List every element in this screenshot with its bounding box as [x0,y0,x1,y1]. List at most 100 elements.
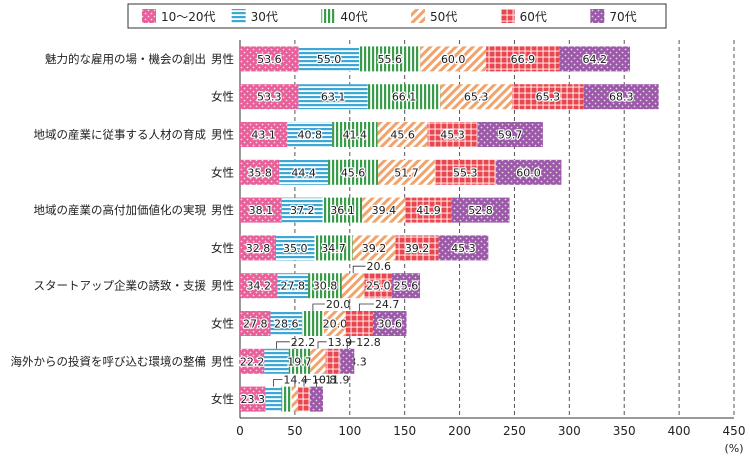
bar-segment-r7-s4 [345,311,373,336]
legend: 10～20代 30代 40代 50代 60代 70代 [127,3,667,29]
bar-segment-r1-s5 [583,84,659,110]
data-label-r9-s1: 14.4 [283,374,308,387]
bar-segment-r0-s2 [359,46,421,72]
bar-segment-r7-s0 [240,311,271,336]
data-label-r0-s1: 55.0 [317,53,342,66]
legend-label-0: 10～20代 [161,10,216,24]
data-label-r4-s3: 39.4 [372,204,397,217]
bar-segment-r9-s3 [291,386,299,412]
data-label-r4-s1: 37.2 [290,204,315,217]
x-tick-label-200: 200 [448,424,471,438]
bar-segment-r1-s1 [298,84,368,110]
category-group-label-6: スタートアップ企業の誘致・支援 [34,279,207,293]
bar-segment-r4-s4 [405,197,452,223]
bar-segment-r8-s5 [340,348,355,374]
data-label-r8-s1: 22.2 [291,336,316,349]
data-label-r5-s2: 34.7 [321,242,346,255]
bar-segment-r4-s1 [281,197,323,223]
data-label-r5-s0: 32.8 [246,242,271,255]
data-label-r9-s0: 23.3 [241,393,266,406]
data-label-r1-s0: 53.3 [257,91,282,104]
bar-segment-r0-s3 [420,46,487,72]
data-label-r0-s4: 66.9 [511,53,536,66]
bar-segment-r4-s0 [240,197,282,223]
category-group-label-8: 海外からの投資を呼び込む環境の整備 [11,354,207,368]
bar-segment-r4-s3 [362,197,406,223]
data-label-r5-s5: 45.3 [451,242,476,255]
data-label-r4-s4: 41.9 [416,204,441,217]
category-group-label-2: 地域の産業に従事する人材の育成 [34,128,207,142]
bar-segment-r7-s3 [323,311,346,336]
bar-segment-r8-s0 [240,348,265,374]
data-label-r1-s5: 68.3 [609,91,634,104]
bar-segment-r0-s4 [486,46,560,72]
bar-segment-r5-s1 [276,235,315,261]
data-label-r1-s3: 65.3 [464,91,489,104]
category-sex-label-1: 女性 [211,90,234,104]
x-axis-unit: (%) [724,442,743,455]
data-label-r4-s0: 38.1 [249,204,274,217]
x-tick-label-450: 450 [723,424,746,438]
bars: 53.6 55.0 55.6 60.0 66.9 64.2 53.3 63.1 66.1 65.3… [239,46,659,412]
legend-label-2: 40代 [340,10,367,24]
data-label-r7-s5: 30.6 [377,318,402,331]
data-label-r9-s5: 11.9 [325,374,350,387]
bar-segment-r1-s4 [512,84,584,110]
bar-segment-r9-s1 [265,386,282,412]
bar-segment-r6-s4 [364,273,392,299]
data-label-r0-s3: 60.0 [441,53,466,66]
data-label-r6-s1: 27.8 [281,280,306,293]
data-label-r9-s4: 10.8 [312,374,337,387]
callout-leader-r9-s4 [303,379,311,387]
data-label-r6-s5: 25.6 [394,280,419,293]
bar-segment-r3-s3 [378,159,435,185]
bar-segment-r6-s0 [240,273,278,299]
category-sex-label-3: 女性 [211,165,234,179]
category-sex-label-4: 男性 [211,203,234,217]
data-label-r3-s1: 44.4 [291,166,316,179]
bar-segment-r3-s4 [434,159,496,185]
data-label-r5-s4: 39.2 [405,242,430,255]
callout-leader-r7-s2 [312,303,325,311]
bar-segment-r5-s5 [438,235,489,261]
bar-segment-r2-s1 [287,122,333,147]
data-label-r2-s3: 45.6 [390,129,415,142]
data-label-r6-s4: 25.0 [366,280,391,293]
bar-segment-r2-s3 [377,122,428,147]
bar-segment-r1-s3 [440,84,513,110]
bar-segment-r5-s0 [240,235,277,261]
legend-swatch-2 [321,9,336,23]
data-label-r5-s1: 35.0 [283,242,308,255]
data-label-r7-s1: 28.6 [274,318,299,331]
category-sex-label-9: 女性 [211,392,234,406]
bar-segment-r3-s2 [328,159,379,185]
data-label-r7-s4: 24.7 [375,298,400,311]
x-tick-label-50: 50 [287,424,302,438]
data-label-r5-s3: 39.2 [362,242,387,255]
category-sex-label-7: 女性 [211,317,234,331]
data-label-r7-s2: 20.0 [326,298,351,311]
callout-leader-r7-s4 [358,303,374,311]
bar-segment-r2-s0 [240,122,288,147]
bar-segment-r4-s5 [451,197,510,223]
bar-segment-r8-s4 [325,348,341,374]
callout-leader-r8-s1 [276,341,290,349]
legend-swatch-0 [142,9,156,23]
x-tick-label-400: 400 [668,424,691,438]
data-label-r2-s1: 40.8 [297,129,322,142]
bar-segment-r8-s1 [264,348,289,374]
bar-segment-r6-s5 [391,273,421,299]
legend-label-1: 30代 [251,10,278,24]
legend-label-4: 60代 [520,10,547,24]
bar-segment-r1-s0 [240,84,299,110]
bar-segment-r0-s5 [559,46,631,72]
category-sex-label-5: 女性 [211,241,234,255]
data-label-r3-s5: 60.0 [516,166,541,179]
bar-segment-r0-s0 [240,46,299,72]
data-label-r3-s2: 45.6 [341,166,366,179]
category-sex-label-8: 男性 [211,354,234,368]
bar-segment-r5-s2 [314,235,353,261]
x-tick-label-250: 250 [503,424,526,438]
data-label-r6-s0: 34.2 [247,280,272,293]
